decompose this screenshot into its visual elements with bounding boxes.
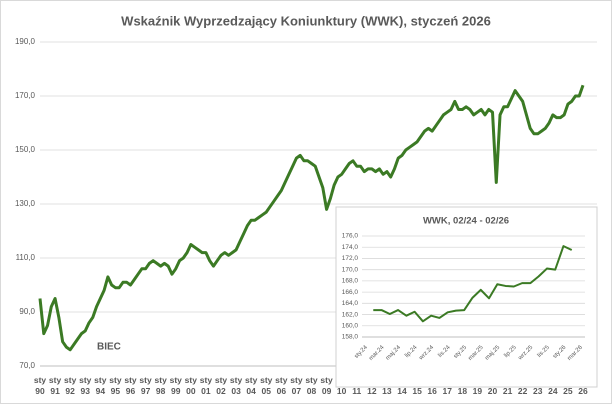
y-tick-label: 150,0 <box>15 145 36 154</box>
x-tick-label: sty 02 <box>215 375 228 396</box>
x-tick-label: sty 97 <box>139 375 152 396</box>
y-tick-label: 170,0 <box>15 91 36 100</box>
x-tick-label: sty 04 <box>245 375 258 396</box>
y-tick-label: 160,0 <box>342 322 359 329</box>
x-tick-label: sty 96 <box>124 375 137 396</box>
x-tick-label: sty 00 <box>185 375 198 396</box>
x-tick-label: sty 08 <box>305 375 318 396</box>
x-tick-label: sty 09 <box>320 375 333 396</box>
x-tick-label: sty 95 <box>109 375 122 396</box>
x-tick-label: sty 93 <box>79 375 92 396</box>
y-tick-label: 110,0 <box>16 253 36 262</box>
y-tick-label: 168,0 <box>342 278 359 285</box>
y-tick-label: 70,0 <box>19 361 35 370</box>
y-tick-label: 130,0 <box>15 199 36 208</box>
y-tick-label: 90,0 <box>19 307 35 316</box>
chart-title: WWK, 02/24 - 02/26 <box>423 216 509 227</box>
y-tick-label: 162,0 <box>342 311 359 318</box>
x-tick-label: sty 94 <box>94 375 107 396</box>
annotation: BIEC <box>97 342 121 353</box>
y-tick-label: 166,0 <box>342 289 359 296</box>
x-tick-label: sty 98 <box>155 375 168 396</box>
x-tick-label: sty 06 <box>275 375 288 396</box>
x-tick-label: sty 91 <box>49 375 62 396</box>
x-tick-label: sty 90 <box>34 375 47 396</box>
x-tick-label: sty 03 <box>230 375 243 396</box>
y-tick-label: 164,0 <box>342 300 359 307</box>
y-tick-label: 170,0 <box>342 266 359 273</box>
y-tick-label: 172,0 <box>342 255 359 262</box>
x-tick-label: sty 07 <box>290 375 303 396</box>
x-tick-label: sty 01 <box>200 375 213 396</box>
data-line <box>373 245 573 323</box>
x-tick-label: sty 05 <box>260 375 273 396</box>
chart-title: Wskaźnik Wyprzedzający Koniunktury (WWK)… <box>121 13 491 28</box>
y-tick-label: 158,0 <box>342 334 359 341</box>
x-tick-label: sty 99 <box>170 375 183 396</box>
x-tick-label: sty 92 <box>64 375 77 396</box>
y-tick-label: 190,0 <box>15 37 36 46</box>
y-tick-label: 174,0 <box>342 244 359 251</box>
y-tick-label: 176,0 <box>342 233 359 240</box>
inset-frame <box>335 206 598 388</box>
data-line <box>38 84 585 352</box>
